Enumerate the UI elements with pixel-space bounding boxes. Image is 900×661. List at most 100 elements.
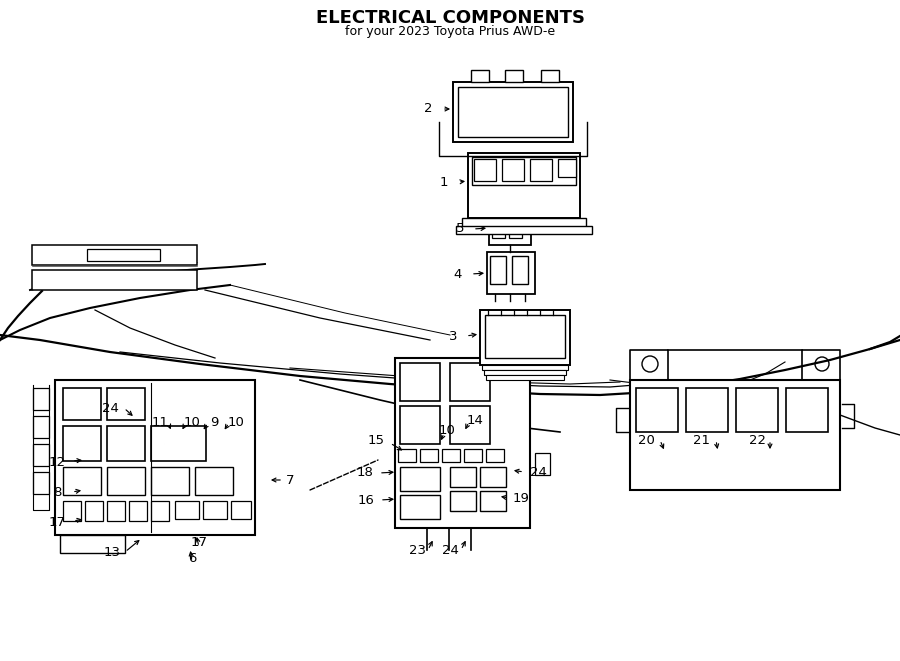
Bar (400, 495, 440, 519)
Text: 9: 9 (210, 416, 218, 430)
Bar (442, 449, 460, 462)
Bar (530, 159, 552, 181)
Bar (203, 501, 227, 519)
Bar (480, 310, 570, 365)
Bar (512, 256, 528, 284)
Bar (558, 159, 576, 177)
Bar (151, 426, 206, 461)
Bar (400, 363, 440, 401)
Bar (489, 213, 531, 245)
Bar (464, 449, 482, 462)
Bar (398, 449, 416, 462)
Bar (175, 501, 199, 519)
Bar (480, 491, 506, 511)
Bar (450, 406, 490, 444)
Bar (468, 153, 580, 218)
Text: 24: 24 (102, 401, 119, 414)
Bar (33, 444, 49, 466)
Text: 24: 24 (529, 465, 546, 479)
Bar (486, 375, 564, 380)
Bar (541, 70, 559, 82)
Bar (486, 449, 504, 462)
Bar (736, 388, 778, 432)
Bar (630, 380, 840, 490)
Text: 11: 11 (151, 416, 168, 430)
Text: 10: 10 (228, 416, 245, 430)
Bar (490, 256, 506, 284)
Text: 3: 3 (449, 329, 457, 342)
Text: 6: 6 (188, 551, 196, 564)
Bar (400, 467, 440, 491)
Bar (485, 315, 565, 358)
Bar (231, 501, 251, 519)
Bar (450, 363, 490, 401)
Bar (33, 416, 49, 438)
Bar (420, 449, 438, 462)
Bar (535, 453, 550, 475)
Text: 23: 23 (410, 543, 427, 557)
Bar (107, 501, 125, 521)
Text: 1: 1 (440, 176, 448, 190)
Bar (450, 491, 476, 511)
Bar (395, 358, 530, 528)
Bar (107, 467, 145, 495)
Bar (32, 245, 197, 265)
Bar (686, 388, 728, 432)
Bar (462, 218, 586, 230)
Bar (487, 252, 535, 294)
Text: 22: 22 (750, 434, 767, 446)
Bar (32, 270, 197, 290)
Text: 8: 8 (53, 486, 61, 500)
Bar (107, 388, 145, 420)
Bar (786, 388, 828, 432)
Text: 2: 2 (424, 102, 432, 116)
Bar (63, 388, 101, 420)
Text: 4: 4 (454, 268, 463, 280)
Bar (502, 159, 524, 181)
Bar (151, 467, 189, 495)
Text: 24: 24 (442, 543, 458, 557)
Bar (474, 159, 496, 181)
Text: 10: 10 (438, 424, 455, 436)
Text: 17: 17 (191, 537, 208, 549)
Bar (55, 380, 255, 535)
Text: 12: 12 (49, 455, 66, 469)
Bar (456, 226, 592, 234)
Bar (129, 501, 147, 521)
Bar (195, 467, 233, 495)
Bar (471, 70, 489, 82)
Bar (480, 467, 506, 487)
Bar (63, 426, 101, 461)
Bar (400, 406, 440, 444)
Text: 16: 16 (357, 494, 374, 506)
Bar (33, 388, 49, 410)
Text: ELECTRICAL COMPONENTS: ELECTRICAL COMPONENTS (316, 9, 584, 27)
Bar (484, 370, 566, 375)
Bar (151, 501, 169, 521)
Bar (636, 388, 678, 432)
Bar (492, 216, 505, 238)
Bar (63, 501, 81, 521)
Text: 10: 10 (184, 416, 201, 430)
Text: 18: 18 (356, 467, 374, 479)
Bar (482, 365, 568, 370)
Bar (63, 467, 101, 495)
Text: 20: 20 (637, 434, 654, 446)
Bar (458, 87, 568, 137)
Text: 15: 15 (367, 434, 384, 446)
Bar (85, 501, 103, 521)
Bar (87, 249, 160, 261)
Bar (453, 82, 573, 142)
Text: 5: 5 (455, 223, 464, 235)
Bar (505, 70, 523, 82)
Bar (33, 472, 49, 494)
Text: 21: 21 (694, 434, 710, 446)
Text: 17: 17 (49, 516, 66, 529)
Text: 7: 7 (286, 473, 294, 486)
Bar (450, 467, 476, 487)
Bar (472, 157, 576, 185)
Text: 19: 19 (513, 492, 529, 504)
Text: 13: 13 (104, 545, 121, 559)
Bar (60, 535, 125, 553)
Bar (509, 216, 522, 238)
